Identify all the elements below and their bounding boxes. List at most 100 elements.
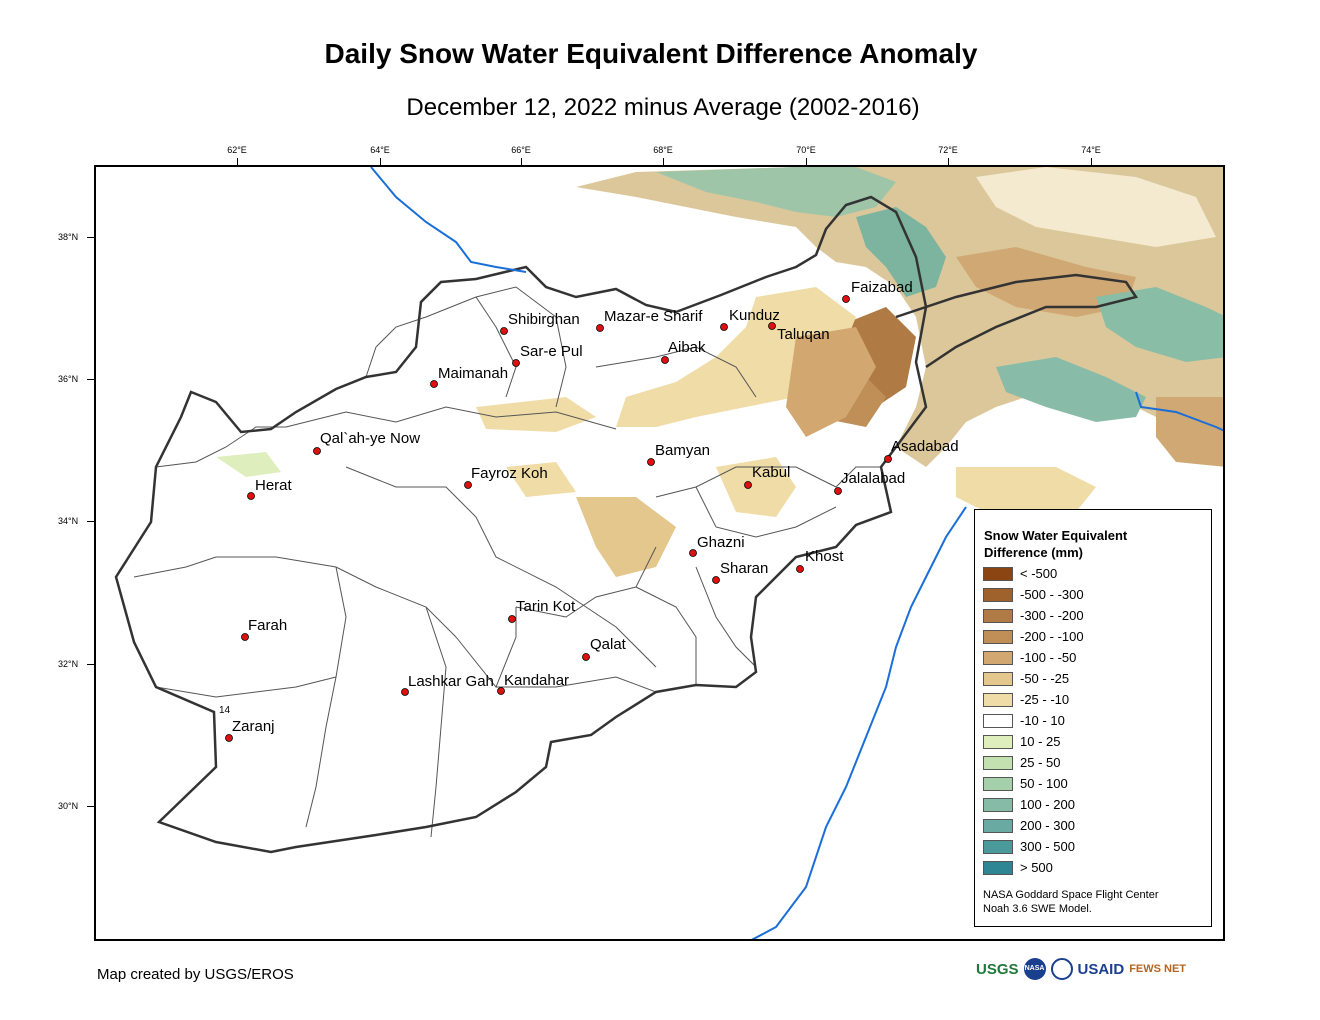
legend-credit: NASA Goddard Space Flight Center Noah 3.… <box>983 888 1158 916</box>
legend-swatch <box>983 629 1013 644</box>
city-label-jalalabad: Jalalabad <box>841 470 906 487</box>
lat-tick-label: 36°N <box>58 374 79 384</box>
legend-swatch <box>983 734 1013 749</box>
legend-item: 50 - 100 <box>983 775 1068 792</box>
legend-item: -50 - -25 <box>983 670 1069 687</box>
legend-label: 50 - 100 <box>1020 776 1068 791</box>
legend-label: -25 - -10 <box>1020 692 1070 707</box>
city-label-taluqan: Taluqan <box>777 326 830 343</box>
legend-title-line2: Difference (mm) <box>984 545 1083 560</box>
legend-swatch <box>983 797 1013 812</box>
legend-swatch <box>983 818 1013 833</box>
usaid-logo: USAID <box>1077 960 1125 978</box>
legend-item: 300 - 500 <box>983 838 1075 855</box>
wakhan-border <box>895 273 1139 369</box>
lon-tick-label: 66°E <box>511 145 531 155</box>
legend-item: 100 - 200 <box>983 796 1075 813</box>
legend-label: -50 - -25 <box>1020 671 1070 686</box>
lon-tick-label: 70°E <box>796 145 816 155</box>
country-border <box>114 195 928 854</box>
legend-title-line1: Snow Water Equivalent <box>984 528 1128 543</box>
legend-swatch <box>983 671 1013 686</box>
legend-title: Snow Water Equivalent Difference (mm) <box>984 527 1127 561</box>
legend-swatch <box>983 755 1013 770</box>
city-label-maimanah: Maimanah <box>438 365 509 382</box>
city-label-zaranj: Zaranj <box>232 718 275 735</box>
lon-tick-label: 74°E <box>1081 145 1101 155</box>
legend-swatch <box>983 587 1013 602</box>
legend-item: < -500 <box>983 565 1057 582</box>
legend-swatch <box>983 839 1013 854</box>
city-label-shibirghan: Shibirghan <box>508 311 580 328</box>
lon-tick-mark <box>663 158 664 165</box>
lon-tick-label: 72°E <box>938 145 958 155</box>
city-label-khost: Khost <box>805 548 844 565</box>
lon-tick-label: 64°E <box>370 145 390 155</box>
city-label-sharan: Sharan <box>720 560 769 577</box>
legend-label: 10 - 25 <box>1020 734 1061 749</box>
lat-tick-mark <box>87 664 94 665</box>
city-label-kabul: Kabul <box>752 464 791 481</box>
city-label-mazar-e-sharif: Mazar-e Sharif <box>604 308 703 325</box>
lon-tick-mark <box>237 158 238 165</box>
lat-tick-label: 38°N <box>58 232 79 242</box>
lon-tick-mark <box>1091 158 1092 165</box>
usgs-logo: USGS <box>976 960 1019 978</box>
city-label-kunduz: Kunduz <box>729 307 780 324</box>
lon-tick-mark <box>806 158 807 165</box>
lon-tick-mark <box>380 158 381 165</box>
legend-swatch <box>983 713 1013 728</box>
city-label-qalat: Qalat <box>590 636 626 653</box>
nasa-logo: NASA <box>1023 958 1046 980</box>
map-canvas <box>114 167 1223 939</box>
legend-item: 10 - 25 <box>983 733 1060 750</box>
city-label-faizabad: Faizabad <box>851 279 913 296</box>
legend-label: -10 - 10 <box>1020 713 1065 728</box>
city-label-kandahar: Kandahar <box>504 672 570 689</box>
legend-swatch <box>983 608 1013 623</box>
legend-item: -10 - 10 <box>983 712 1065 729</box>
lat-tick-mark <box>87 379 94 380</box>
legend-item: -25 - -10 <box>983 691 1069 708</box>
seal-icon <box>1050 958 1073 980</box>
lon-tick-label: 62°E <box>227 145 247 155</box>
legend-swatch <box>983 860 1013 875</box>
lon-tick-mark <box>948 158 949 165</box>
legend-item: -300 - -200 <box>983 607 1084 624</box>
city-label-aibak: Aibak <box>668 339 706 356</box>
legend-item: -200 - -100 <box>983 628 1084 645</box>
city-label-lashkar-gah: Lashkar Gah <box>408 673 494 690</box>
agency-logos: USGS NASA USAID FEWS NET <box>976 958 1186 980</box>
legend-item: 25 - 50 <box>983 754 1060 771</box>
legend-label: -500 - -300 <box>1020 587 1084 602</box>
lat-tick-mark <box>87 806 94 807</box>
city-label-herat: Herat <box>255 477 292 494</box>
lat-tick-mark <box>87 237 94 238</box>
map-subtitle: December 12, 2022 minus Average (2002-20… <box>406 94 920 121</box>
legend: Snow Water Equivalent Difference (mm) < … <box>974 509 1212 927</box>
terrain-snow-afghanistan <box>216 287 876 577</box>
legend-label: -300 - -200 <box>1020 608 1084 623</box>
legend-label: 200 - 300 <box>1020 818 1075 833</box>
rivers <box>370 167 1223 939</box>
lon-tick-label: 68°E <box>653 145 673 155</box>
legend-label: 25 - 50 <box>1020 755 1061 770</box>
city-label-ghazni: Ghazni <box>697 534 745 551</box>
legend-credit-line2: Noah 3.6 SWE Model. <box>983 903 1092 915</box>
city-label-asadabad: Asadabad <box>891 438 959 455</box>
city-label-farah: Farah <box>248 617 288 634</box>
lon-tick-mark <box>521 158 522 165</box>
lat-tick-label: 34°N <box>58 516 79 526</box>
small-annotation: 14 <box>219 705 231 716</box>
legend-label: 100 - 200 <box>1020 797 1075 812</box>
province-boundaries <box>133 286 881 838</box>
legend-label: -200 - -100 <box>1020 629 1084 644</box>
legend-swatch <box>983 650 1013 665</box>
legend-swatch <box>983 776 1013 791</box>
legend-swatch <box>983 692 1013 707</box>
city-label-tarin-kot: Tarin Kot <box>516 598 576 615</box>
map-title: Daily Snow Water Equivalent Difference A… <box>324 38 978 69</box>
legend-swatch <box>983 566 1013 581</box>
lat-tick-label: 32°N <box>58 659 79 669</box>
map-credit: Map created by USGS/EROS <box>97 966 294 983</box>
